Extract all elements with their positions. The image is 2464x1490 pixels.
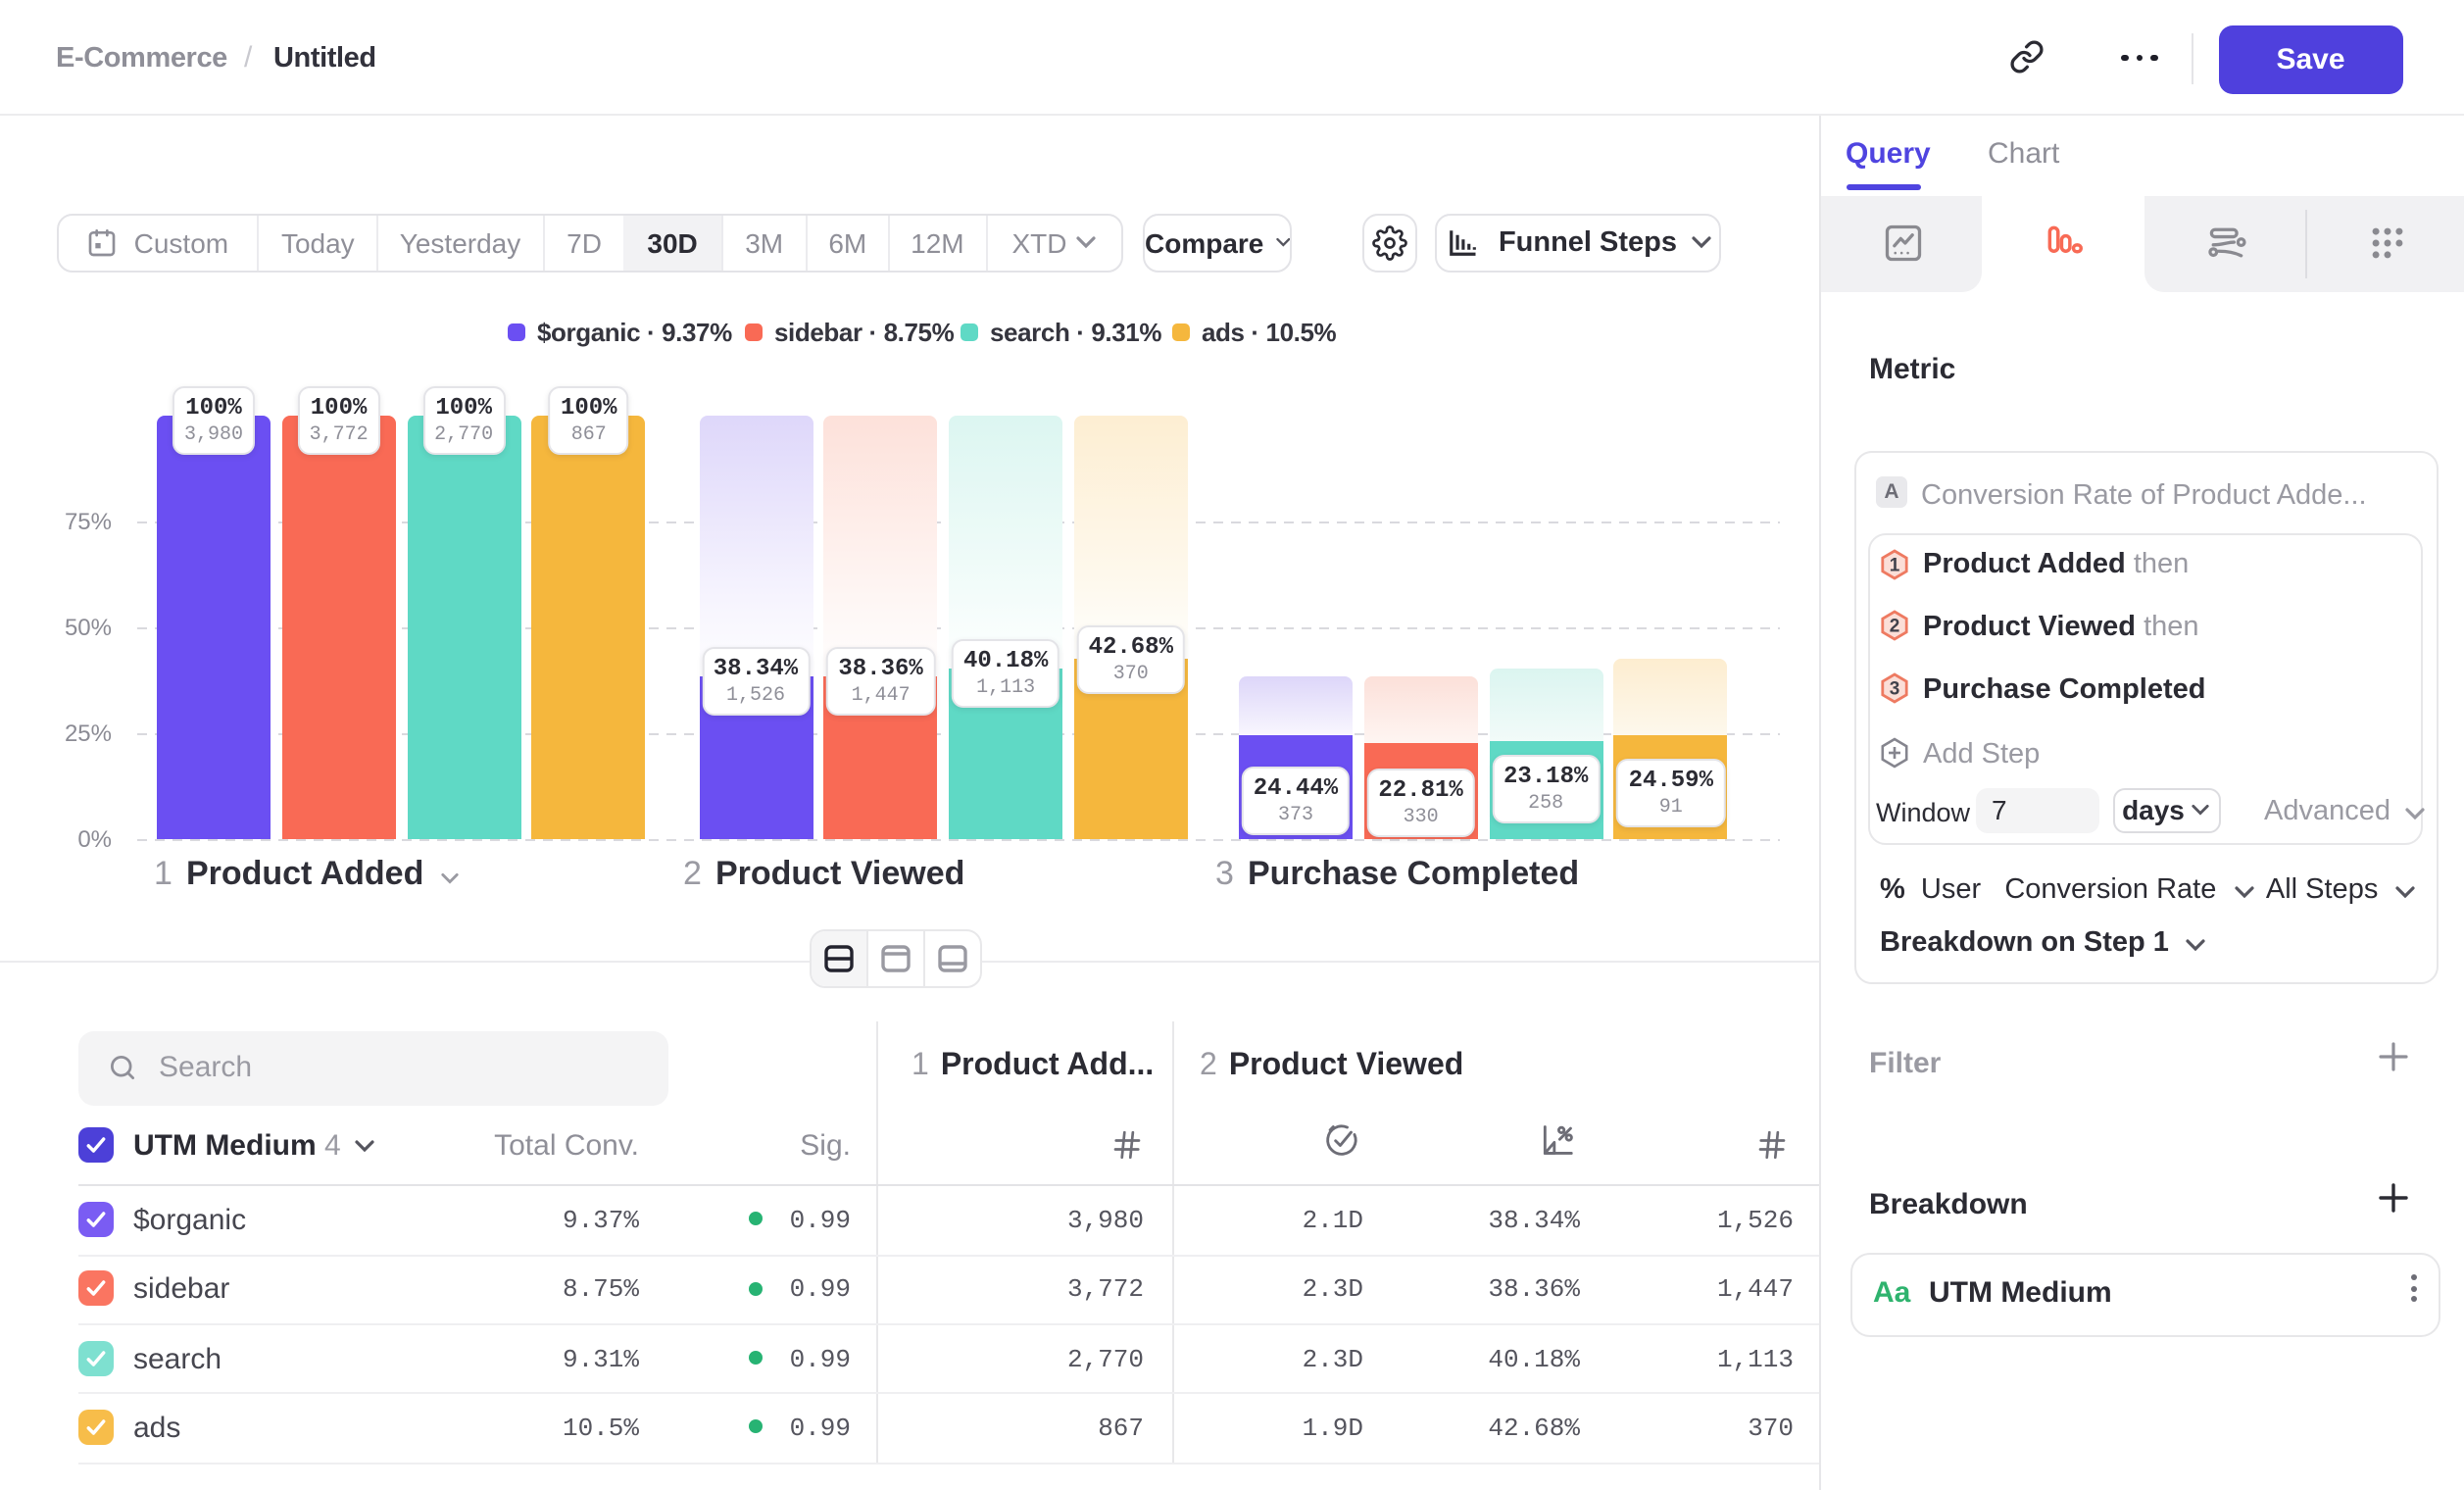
svg-text:3: 3 bbox=[1890, 679, 1900, 700]
svg-text:1: 1 bbox=[1890, 555, 1900, 575]
svg-text:2: 2 bbox=[1890, 617, 1900, 637]
